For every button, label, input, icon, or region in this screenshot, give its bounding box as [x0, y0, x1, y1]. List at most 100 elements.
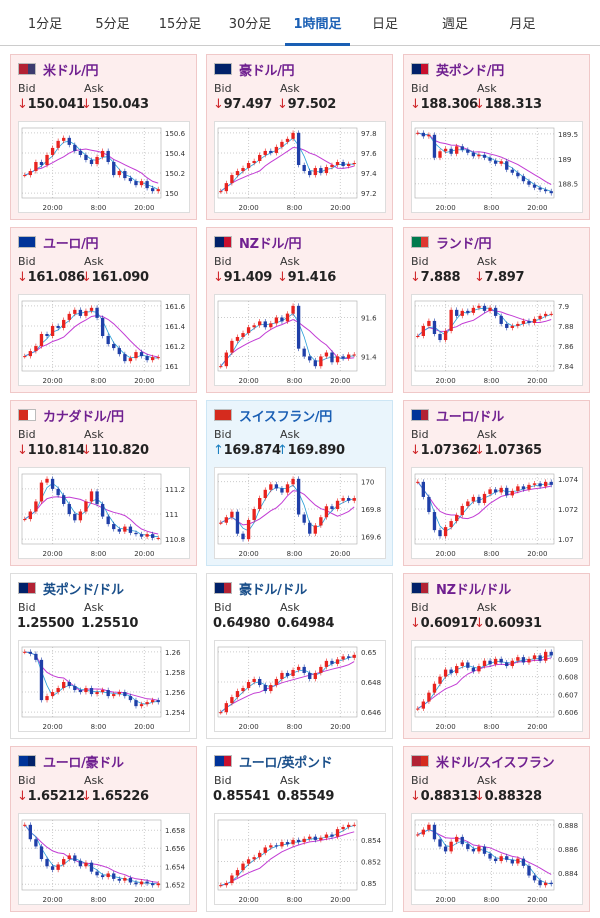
pair-name[interactable]: カナダドル/円: [43, 410, 124, 425]
candle-body: [455, 515, 459, 522]
candle-body: [538, 880, 542, 886]
pair-name[interactable]: 豪ドル/ドル: [239, 583, 307, 598]
plot-frame: [414, 819, 555, 891]
candle-body: [95, 871, 99, 876]
pair-name[interactable]: 豪ドル/円: [239, 64, 295, 79]
price-chart[interactable]: 189.5 189 188.5 20:00 8:00 20:00: [411, 121, 583, 213]
price-chart[interactable]: 1.074 1.072 1.07 20:00 8:00 20:00: [411, 467, 583, 559]
rate-card[interactable]: 米ドル/円 Bid Ask ↓150.041 ↓150.043 150.6 150.4 150…: [10, 54, 197, 220]
tab-2[interactable]: 15分足: [158, 17, 202, 32]
ask-rate: 0.85549: [277, 789, 334, 804]
candle-body: [39, 482, 44, 502]
candle-body: [78, 860, 83, 867]
candle-body: [156, 700, 160, 703]
price-chart[interactable]: 1.26 1.258 1.256 1.254 20:00 8:00 20:00: [18, 640, 190, 732]
bid-value: 1.25500: [17, 616, 75, 631]
ask-rate: ↓1.07365: [474, 443, 542, 458]
candle-body: [438, 151, 442, 158]
price-chart[interactable]: 170 169.8 169.6 20:00 8:00 20:00: [214, 467, 386, 559]
price-chart[interactable]: 0.888 0.886 0.884 20:00 8:00 20:00: [411, 813, 583, 905]
y-tick-label: 0.65: [361, 649, 377, 657]
candle-body: [346, 354, 351, 359]
tab-0[interactable]: 1分足: [27, 17, 63, 32]
pair-name[interactable]: ランド/円: [436, 237, 492, 252]
candle-body: [252, 325, 256, 328]
candle-body: [100, 317, 105, 336]
tab-5[interactable]: 日足: [371, 17, 398, 32]
rate-card[interactable]: カナダドル/円 Bid Ask ↓110.814 ↓110.820 111.2 111 110…: [10, 400, 197, 566]
price-chart[interactable]: 97.8 97.6 97.4 97.2 20:00 8:00 20:00: [214, 121, 386, 213]
rate-card[interactable]: 英ポンド/ドル Bid Ask 1.25500 1.25510 1.26 1.258 1.25…: [10, 573, 197, 739]
arrow-down-icon: ↓: [213, 270, 224, 285]
pair-name[interactable]: 英ポンド/円: [436, 64, 504, 79]
pair-name[interactable]: 英ポンド/ドル: [43, 583, 124, 598]
candle-body: [100, 503, 105, 517]
bid-rate: ↓150.041: [17, 97, 85, 112]
x-tick-label: 20:00: [134, 723, 154, 731]
price-chart[interactable]: 91.6 91.4 20:00 8:00 20:00: [214, 294, 386, 386]
tab-7[interactable]: 月足: [509, 17, 536, 32]
price-chart[interactable]: 150.6 150.4 150.2 150 20:00 8:00 20:00: [18, 121, 190, 213]
rate-card[interactable]: ユーロ/円 Bid Ask ↓161.086 ↓161.090 161.6 161.4 161…: [10, 227, 197, 393]
price-chart[interactable]: 0.65 0.648 0.646 20:00 8:00 20:00: [214, 640, 386, 732]
pair-name[interactable]: ユーロ/円: [43, 237, 99, 252]
candle-body: [134, 700, 138, 707]
price-chart[interactable]: 1.658 1.656 1.654 1.652 20:00 8:00 20:00: [18, 813, 190, 905]
candle-body: [89, 491, 94, 502]
candle-body: [319, 356, 323, 367]
candle-body: [543, 481, 548, 487]
price-chart[interactable]: 161.6 161.4 161.2 161 20:00 8:00 20:00: [18, 294, 190, 386]
arrow-down-icon: ↓: [410, 789, 421, 804]
candle-body: [455, 666, 459, 674]
tab-4[interactable]: 1時間足: [285, 0, 350, 46]
candle-body: [521, 176, 526, 182]
pair-name[interactable]: NZドル/円: [239, 237, 302, 252]
rate-card[interactable]: ユーロ/豪ドル Bid Ask ↓1.65212 ↓1.65226 1.658 1.656 1…: [10, 746, 197, 912]
rate-card[interactable]: NZドル/円 Bid Ask ↓91.409 ↓91.416 91.6 91.4 20:00 8…: [206, 227, 393, 393]
price-chart[interactable]: 7.9 7.88 7.86 7.84 20:00 8:00 20:00: [411, 294, 583, 386]
rate-card[interactable]: 米ドル/スイスフラン Bid Ask ↓0.88313 ↓0.88328 0.888 0.8…: [403, 746, 590, 912]
price-chart[interactable]: 0.854 0.852 0.85 20:00 8:00 20:00: [214, 813, 386, 905]
pair-name[interactable]: NZドル/ドル: [436, 583, 511, 598]
pair-name[interactable]: ユーロ/英ポンド: [239, 756, 333, 771]
candle-body: [84, 862, 88, 867]
pair-name[interactable]: 米ドル/円: [43, 64, 99, 79]
candle-body: [455, 146, 459, 154]
rate-card[interactable]: 豪ドル/円 Bid Ask ↓97.497 ↓97.502 97.8 97.6 97.4 97.…: [206, 54, 393, 220]
candle-body: [460, 310, 464, 316]
chart-svg: 91.6 91.4 20:00 8:00 20:00: [217, 300, 377, 385]
candle-body: [477, 846, 481, 852]
candle-body: [285, 842, 290, 845]
candle-body: [488, 157, 492, 161]
candle-body: [449, 669, 453, 674]
y-tick-label: 0.854: [361, 837, 382, 845]
x-tick-label: 20:00: [42, 896, 62, 904]
pair-name[interactable]: ユーロ/豪ドル: [43, 756, 124, 771]
flag-icon: [214, 582, 232, 594]
rate-card[interactable]: NZドル/ドル Bid Ask ↓0.60917 ↓0.60931 0.609 0.608 0…: [403, 573, 590, 739]
rate-card[interactable]: スイスフラン/円 Bid Ask ↑169.874 ↑169.890 170 169.8 16…: [206, 400, 393, 566]
candle-body: [427, 496, 431, 513]
candle-body: [23, 651, 27, 653]
candle-body: [134, 352, 138, 359]
candle-body: [263, 150, 267, 155]
rate-card[interactable]: 豪ドル/ドル Bid Ask 0.64980 0.64984 0.65 0.648 0.646…: [206, 573, 393, 739]
ask-rate: ↑169.890: [277, 443, 345, 458]
rate-card[interactable]: ランド/円 Bid Ask ↓7.888 ↓7.897 7.9 7.88 7.86 7.84 20…: [403, 227, 590, 393]
pair-name[interactable]: 米ドル/スイスフラン: [436, 756, 555, 771]
tab-6[interactable]: 週足: [441, 17, 468, 32]
candle-body: [443, 148, 448, 152]
plot-frame: [217, 819, 358, 891]
rate-card[interactable]: 英ポンド/円 Bid Ask ↓188.306 ↓188.313 189.5 189 188.…: [403, 54, 590, 220]
candle-body: [291, 669, 295, 676]
pair-name[interactable]: ユーロ/ドル: [436, 410, 504, 425]
rate-card[interactable]: ユーロ/英ポンド Bid Ask 0.85541 0.85549 0.854 0.852 0.…: [206, 746, 393, 912]
tab-3[interactable]: 30分足: [228, 17, 272, 32]
price-chart[interactable]: 0.609 0.608 0.607 0.606 20:00 8:00 20:00: [411, 640, 583, 732]
price-chart[interactable]: 111.2 111 110.8 20:00 8:00 20:00: [18, 467, 190, 559]
rate-card[interactable]: ユーロ/ドル Bid Ask ↓1.07362 ↓1.07365 1.074 1.072 1.…: [403, 400, 590, 566]
pair-name[interactable]: スイスフラン/円: [239, 410, 332, 425]
candle-body: [477, 666, 481, 672]
arrow-up-icon: ↑: [277, 443, 288, 458]
tab-1[interactable]: 5分足: [95, 17, 130, 32]
